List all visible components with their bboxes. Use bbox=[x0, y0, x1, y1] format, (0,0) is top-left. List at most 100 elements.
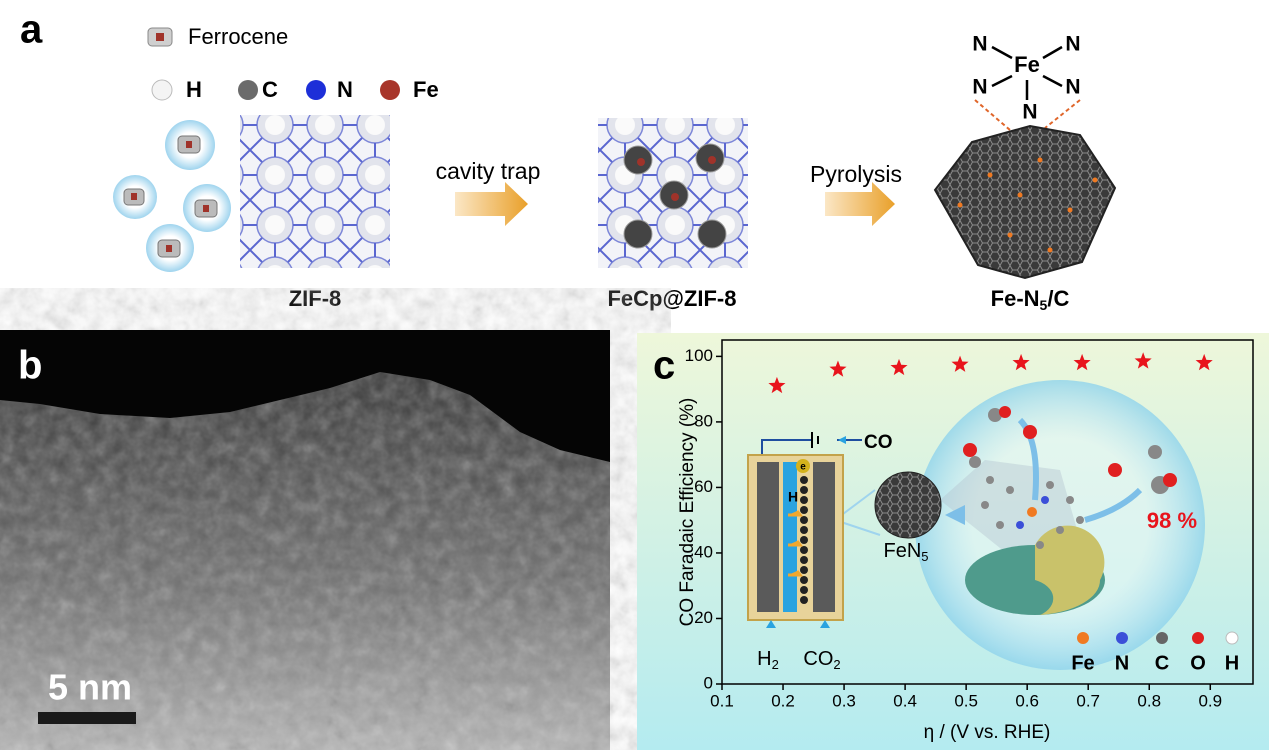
arrow bbox=[455, 182, 528, 226]
panel-b: b 5 nm bbox=[0, 330, 610, 750]
inset-label-base: CO bbox=[803, 648, 833, 670]
data-point bbox=[1134, 352, 1152, 369]
inset-sphere bbox=[1027, 507, 1037, 517]
complex-center: Fe bbox=[1014, 52, 1040, 77]
data-point bbox=[951, 355, 969, 372]
inset-sphere bbox=[1108, 463, 1122, 477]
fe-n5-c-particle bbox=[987, 172, 993, 178]
complex-ligand: N bbox=[1022, 101, 1037, 124]
inset-atom-legend bbox=[1225, 631, 1239, 645]
y-tick-label: 20 bbox=[694, 608, 713, 627]
inset-sphere bbox=[969, 456, 981, 468]
y-axis-label: CO Faradaic Efficiency (%) bbox=[677, 398, 698, 627]
inset-sphere bbox=[1148, 445, 1162, 459]
cell-schematic bbox=[783, 462, 797, 612]
inset-sphere bbox=[1016, 521, 1024, 529]
cell-schematic bbox=[757, 462, 779, 612]
inset-label: e bbox=[800, 462, 806, 473]
inset-sphere bbox=[1017, 417, 1039, 501]
y-tick-label: 60 bbox=[694, 477, 713, 496]
plot-frame bbox=[721, 339, 1254, 685]
ferrocene-bubbles bbox=[113, 120, 231, 272]
fe-n5-complex bbox=[974, 99, 1081, 131]
inset-sphere bbox=[988, 408, 1002, 422]
x-tick-label: 0.3 bbox=[832, 691, 856, 710]
atom-label: H bbox=[1225, 652, 1239, 674]
x-tick-label: 0.6 bbox=[1015, 691, 1039, 710]
catalyst-particle bbox=[874, 471, 942, 539]
fe-n5-c-particle bbox=[933, 124, 1117, 280]
x-tick-label: 0.2 bbox=[771, 691, 795, 710]
product-subscript: 5 bbox=[1040, 297, 1048, 313]
inset-label-base: FeN bbox=[883, 540, 921, 562]
cell-schematic bbox=[800, 536, 808, 544]
data-point bbox=[1195, 353, 1213, 371]
fe-n5-c-particle bbox=[1047, 247, 1053, 253]
atom-legend bbox=[151, 79, 400, 101]
fecp-zif8-lattice bbox=[697, 219, 727, 249]
complex-ligand: N bbox=[1065, 33, 1080, 56]
inset-label: FeN5 bbox=[883, 540, 928, 564]
x-tick-label: 0.9 bbox=[1198, 691, 1222, 710]
x-tick-label: 0.7 bbox=[1076, 691, 1100, 710]
inset-sphere bbox=[1163, 473, 1177, 487]
cell-schematic bbox=[800, 476, 808, 484]
fe-n5-c-particle bbox=[1017, 192, 1023, 198]
complex-ligand: N bbox=[1065, 76, 1080, 99]
step-label: cavity trap bbox=[436, 158, 541, 184]
atom-label: N bbox=[1115, 652, 1129, 674]
fe-n5-c-particle bbox=[1007, 232, 1013, 238]
inset-sphere bbox=[1023, 425, 1037, 439]
x-tick-label: 0.4 bbox=[893, 691, 917, 710]
complex-ligand: N bbox=[972, 76, 987, 99]
cell-schematic bbox=[800, 476, 808, 604]
y-tick-label: 100 bbox=[685, 346, 713, 365]
fe-n5-complex bbox=[991, 45, 1063, 100]
fe-n5-complex bbox=[974, 45, 1081, 131]
inset-sphere bbox=[996, 521, 1004, 529]
ferrocene-bubbles bbox=[203, 205, 209, 212]
fe-n5-c-particle bbox=[957, 202, 963, 208]
inset-sphere bbox=[1056, 526, 1064, 534]
inset-sphere bbox=[1046, 481, 1054, 489]
cell-schematic bbox=[800, 576, 808, 584]
cell-schematic bbox=[800, 546, 808, 554]
data-point bbox=[768, 376, 786, 394]
fecp-zif8-lattice bbox=[708, 156, 716, 164]
inset-sphere bbox=[986, 476, 994, 484]
inset-label: CO bbox=[864, 432, 893, 453]
inset-sphere bbox=[1006, 486, 1014, 494]
inset-sphere bbox=[1035, 525, 1105, 615]
cell-schematic bbox=[800, 566, 808, 574]
inset-atom-legend bbox=[1192, 632, 1204, 644]
inset-label-sub: 2 bbox=[772, 657, 779, 672]
cell-schematic bbox=[800, 526, 808, 534]
x-tick-label: 0.8 bbox=[1137, 691, 1161, 710]
cell-schematic bbox=[800, 516, 808, 524]
inset-sphere bbox=[963, 406, 1177, 494]
x-axis-label: η / (V vs. RHE) bbox=[924, 722, 1051, 743]
atom-label: C bbox=[1155, 652, 1169, 674]
inset-label: H2 bbox=[757, 648, 779, 672]
ferrocene-bubbles bbox=[186, 141, 192, 148]
fecp-zif8-lattice bbox=[637, 158, 645, 166]
atom-label: Fe bbox=[413, 77, 439, 102]
ferrocene-bubbles bbox=[131, 193, 137, 200]
x-tick-label: 0.5 bbox=[954, 691, 978, 710]
fecp-zif8-lattice bbox=[598, 118, 748, 268]
efficiency-label: 98 % bbox=[1147, 508, 1197, 533]
panel-label: b bbox=[18, 344, 42, 388]
atom-label: Fe bbox=[1071, 652, 1094, 674]
atom-legend bbox=[151, 79, 173, 101]
inset-atom-legend bbox=[1077, 632, 1089, 644]
panel-c: CO e H H2 CO2 FeN5 98 % Fe N C O H c η /… bbox=[637, 333, 1269, 750]
cell-schematic bbox=[813, 462, 835, 612]
ferrocene-label: Ferrocene bbox=[188, 24, 288, 49]
inset-atom-legend bbox=[1077, 631, 1239, 645]
inset-atom-legend bbox=[1156, 632, 1168, 644]
atom-legend bbox=[306, 80, 326, 100]
inset-sphere bbox=[1084, 487, 1143, 523]
cell-schematic bbox=[788, 510, 803, 577]
cell-schematic bbox=[811, 432, 819, 448]
